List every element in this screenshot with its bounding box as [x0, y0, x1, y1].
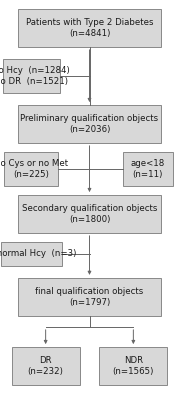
Text: no Cys or no Met
(n=225): no Cys or no Met (n=225): [0, 158, 68, 179]
Text: abnormal Hcy  (n=3): abnormal Hcy (n=3): [0, 250, 76, 258]
FancyBboxPatch shape: [18, 105, 161, 143]
FancyBboxPatch shape: [4, 152, 58, 186]
Text: Patients with Type 2 Diabetes
(n=4841): Patients with Type 2 Diabetes (n=4841): [26, 18, 153, 38]
Text: NDR
(n=1565): NDR (n=1565): [113, 356, 154, 376]
FancyBboxPatch shape: [12, 347, 80, 385]
FancyBboxPatch shape: [18, 195, 161, 233]
FancyBboxPatch shape: [123, 152, 173, 186]
Text: Secondary qualification objects
(n=1800): Secondary qualification objects (n=1800): [22, 204, 157, 224]
FancyBboxPatch shape: [1, 242, 62, 266]
FancyBboxPatch shape: [99, 347, 167, 385]
FancyBboxPatch shape: [18, 278, 161, 316]
FancyBboxPatch shape: [3, 59, 60, 93]
Text: age<18
(n=11): age<18 (n=11): [130, 158, 165, 179]
Text: no Hcy  (n=1284)
no DR  (n=1521): no Hcy (n=1284) no DR (n=1521): [0, 66, 70, 86]
FancyBboxPatch shape: [18, 9, 161, 47]
Text: final qualification objects
(n=1797): final qualification objects (n=1797): [35, 286, 144, 307]
Text: DR
(n=232): DR (n=232): [28, 356, 64, 376]
Text: Preliminary qualification objects
(n=2036): Preliminary qualification objects (n=203…: [20, 114, 159, 134]
